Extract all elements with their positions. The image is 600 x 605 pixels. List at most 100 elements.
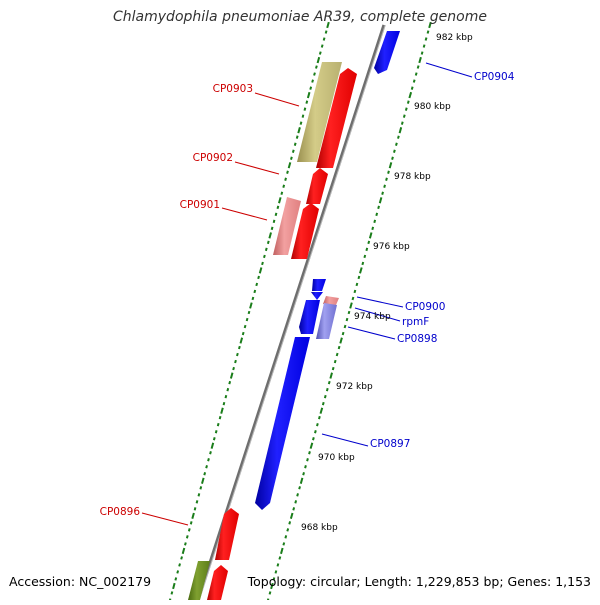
gene-cp0900-b[interactable] <box>311 292 323 300</box>
gene-bottom-green[interactable] <box>188 561 210 600</box>
leader-lines <box>141 62 473 526</box>
tick-track-right-tick <box>402 114 406 118</box>
tick-track-right-tick <box>331 366 335 371</box>
gene-cp0903[interactable] <box>316 68 357 168</box>
tick-track-right-tick <box>325 387 329 392</box>
tick-track-left-tick <box>228 380 232 385</box>
gene-cp0901-light[interactable] <box>273 197 301 255</box>
tick-track-left-tick <box>214 430 218 434</box>
tick-track-right-tick <box>292 507 296 511</box>
tick-track-right-tick <box>393 149 396 153</box>
tick-tracks <box>168 21 432 602</box>
tick-track-left-tick <box>203 472 207 476</box>
label-cp0902[interactable]: CP0902 <box>193 152 233 164</box>
label-cp0900[interactable]: CP0900 <box>405 301 445 313</box>
gene-cp0900-a[interactable] <box>312 279 326 291</box>
tick-track-right-tick <box>400 121 404 125</box>
tick-track-left-tick <box>201 477 205 484</box>
gene-rpmf[interactable] <box>299 300 320 334</box>
tick-track-right-tick <box>321 401 325 406</box>
gene-cp0898[interactable] <box>316 303 337 339</box>
tick-track-right-tick <box>337 345 341 350</box>
tick-track-left-tick <box>258 267 263 274</box>
tick-track-left-tick <box>313 72 316 76</box>
tick-track-left-tick <box>184 542 187 546</box>
tick-track-left-tick <box>306 91 311 99</box>
gene-cp0903-olive[interactable] <box>297 62 342 162</box>
tick-track-left-tick <box>318 51 322 55</box>
kbp-label-974: 974 kbp <box>354 312 391 322</box>
tick-track-left-tick <box>251 296 255 301</box>
tick-track-left-tick <box>255 282 259 287</box>
tick-track-left-tick <box>195 500 199 504</box>
tick-track-left-tick <box>282 184 286 188</box>
gene-cp0900-light[interactable] <box>323 296 339 305</box>
kbp-label-982: 982 kbp <box>436 33 473 43</box>
tick-track-left-tick <box>249 302 253 309</box>
label-cp0896[interactable]: CP0896 <box>100 506 141 518</box>
label-cp0901[interactable]: CP0901 <box>180 199 220 211</box>
tick-track-right-tick <box>318 415 321 420</box>
tick-track-right-tick <box>410 86 414 90</box>
tick-track-left-tick <box>222 401 226 406</box>
tick-track-left-tick <box>226 387 230 392</box>
gene-cp0896[interactable] <box>215 508 239 560</box>
tick-track-right-tick <box>316 423 319 427</box>
tick-track-left-tick <box>189 521 193 525</box>
tick-track-left-tick <box>278 197 282 204</box>
label-rpmf[interactable]: rpmF <box>402 316 429 328</box>
tick-track-left-tick <box>315 65 318 69</box>
label-cp0897[interactable]: CP0897 <box>370 438 410 450</box>
label-cp0904[interactable]: CP0904 <box>474 71 515 83</box>
tick-track-right-tick <box>361 261 365 266</box>
tick-track-right-tick <box>335 352 339 357</box>
tick-track-left-tick <box>276 205 280 210</box>
tick-track-left-tick <box>180 556 183 560</box>
tick-track-right-tick <box>268 591 272 595</box>
tick-track-right-tick <box>408 91 413 99</box>
kbp-label-976: 976 kbp <box>373 242 410 252</box>
gene-cp0897[interactable] <box>255 337 310 510</box>
tick-track-right-tick <box>398 127 403 134</box>
leader-rpmf <box>354 307 401 322</box>
tick-track-left-tick <box>286 170 289 174</box>
tick-track-right-tick <box>343 324 347 329</box>
tick-track-right-tick <box>272 577 276 581</box>
gene-cp0901[interactable] <box>291 203 319 259</box>
tick-track-left-tick <box>320 44 324 48</box>
gene-labels: CP0904 CP0903 CP0902 CP0901 CP0900 rpmF … <box>100 71 515 518</box>
tick-track-left-tick <box>261 261 264 266</box>
tick-track-left-tick <box>268 232 272 239</box>
tick-track-left-tick <box>297 127 301 134</box>
tick-track-left-tick <box>176 570 180 574</box>
kbp-label-978: 978 kbp <box>394 172 431 182</box>
tick-track-left-tick <box>291 149 295 153</box>
gene-cp0902[interactable] <box>306 168 328 204</box>
tick-track-right-tick <box>345 317 349 322</box>
tick-track-right-tick <box>349 302 353 309</box>
tick-track-left-tick <box>263 254 266 259</box>
tick-track-right-tick <box>333 359 337 364</box>
tick-track-left-tick <box>197 493 201 497</box>
tick-track-left-tick <box>301 114 305 118</box>
tick-track-right-tick <box>304 465 307 469</box>
tick-track-left-tick <box>293 142 297 146</box>
tick-track-right-tick <box>314 430 317 434</box>
tick-track-right-tick <box>298 486 301 490</box>
tick-track-right-tick <box>284 535 288 539</box>
gene-cp0904[interactable] <box>374 31 400 74</box>
tick-track-left-tick <box>236 352 239 357</box>
tick-track-right-tick <box>312 437 315 441</box>
leader-cp0898 <box>347 326 396 340</box>
label-cp0903[interactable]: CP0903 <box>213 83 253 95</box>
tick-track-right-tick <box>341 331 345 336</box>
tick-track-right-tick <box>323 394 327 399</box>
gene-bottom-red[interactable] <box>207 565 228 600</box>
tick-track-left-tick <box>191 512 195 519</box>
tick-track-left-tick <box>245 317 249 322</box>
label-cp0898[interactable]: CP0898 <box>397 333 437 345</box>
tick-track-right-tick <box>365 247 369 252</box>
tick-track-left-tick <box>207 458 210 462</box>
tick-track-right-tick <box>395 142 398 146</box>
